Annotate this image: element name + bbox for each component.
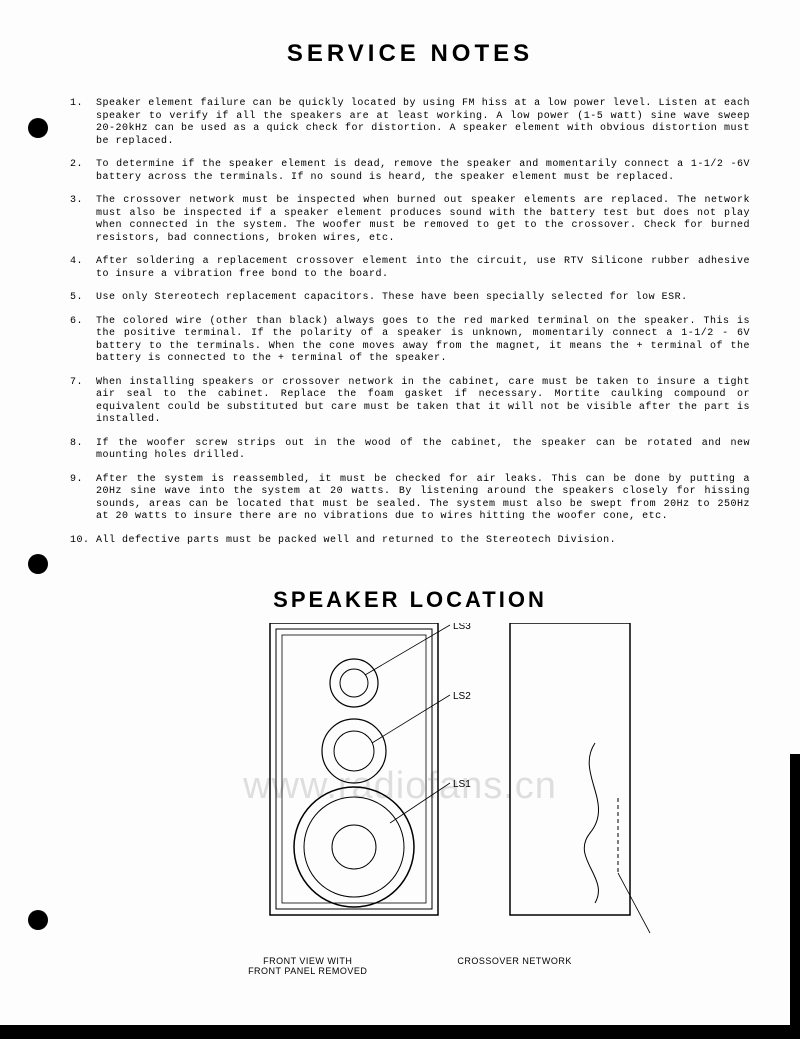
diagram-title: SPEAKER LOCATION xyxy=(70,587,750,613)
crossover-caption: CROSSOVER NETWORK xyxy=(457,956,572,976)
note-text: When installing speakers or crossover ne… xyxy=(96,377,750,427)
note-number: 8. xyxy=(70,438,96,463)
page-title: SERVICE NOTES xyxy=(70,40,750,68)
note-text: All defective parts must be packed well … xyxy=(96,535,750,548)
scan-edge-right xyxy=(790,754,800,1039)
note-number: 1. xyxy=(70,98,96,148)
note-text: After the system is reassembled, it must… xyxy=(96,474,750,524)
note-number: 6. xyxy=(70,316,96,366)
note-item: 4.After soldering a replacement crossove… xyxy=(70,256,750,281)
note-text: To determine if the speaker element is d… xyxy=(96,159,750,184)
punch-hole xyxy=(28,554,48,574)
punch-hole xyxy=(28,910,48,930)
note-text: If the woofer screw strips out in the wo… xyxy=(96,438,750,463)
note-text: After soldering a replacement crossover … xyxy=(96,256,750,281)
note-text: The crossover network must be inspected … xyxy=(96,195,750,245)
note-number: 5. xyxy=(70,292,96,305)
note-item: 8.If the woofer screw strips out in the … xyxy=(70,438,750,463)
note-number: 2. xyxy=(70,159,96,184)
note-number: 3. xyxy=(70,195,96,245)
note-item: 9.After the system is reassembled, it mu… xyxy=(70,474,750,524)
punch-hole xyxy=(28,118,48,138)
note-number: 9. xyxy=(70,474,96,524)
note-number: 10. xyxy=(70,535,96,548)
svg-text:LS2: LS2 xyxy=(453,691,471,702)
document-page: SERVICE NOTES 1.Speaker element failure … xyxy=(0,0,800,1039)
note-text: Use only Stereotech replacement capacito… xyxy=(96,292,750,305)
note-item: 1.Speaker element failure can be quickly… xyxy=(70,98,750,148)
note-number: 4. xyxy=(70,256,96,281)
note-number: 7. xyxy=(70,377,96,427)
note-item: 10.All defective parts must be packed we… xyxy=(70,535,750,548)
note-item: 2.To determine if the speaker element is… xyxy=(70,159,750,184)
speaker-location-svg: LS3 LS2 LS1 xyxy=(150,623,670,943)
note-item: 7.When installing speakers or crossover … xyxy=(70,377,750,427)
service-notes-list: 1.Speaker element failure can be quickly… xyxy=(70,98,750,547)
front-view-caption: FRONT VIEW WITH FRONT PANEL REMOVED xyxy=(248,956,367,976)
note-item: 6.The colored wire (other than black) al… xyxy=(70,316,750,366)
note-item: 3.The crossover network must be inspecte… xyxy=(70,195,750,245)
speaker-diagram: LS3 LS2 LS1 FRONT VIEW WITH FRONT PANEL RE… xyxy=(70,623,750,976)
scan-edge-bottom xyxy=(0,1025,800,1039)
note-text: The colored wire (other than black) alwa… xyxy=(96,316,750,366)
svg-text:LS3: LS3 xyxy=(453,623,471,632)
note-text: Speaker element failure can be quickly l… xyxy=(96,98,750,148)
note-item: 5.Use only Stereotech replacement capaci… xyxy=(70,292,750,305)
svg-text:LS1: LS1 xyxy=(453,779,471,790)
